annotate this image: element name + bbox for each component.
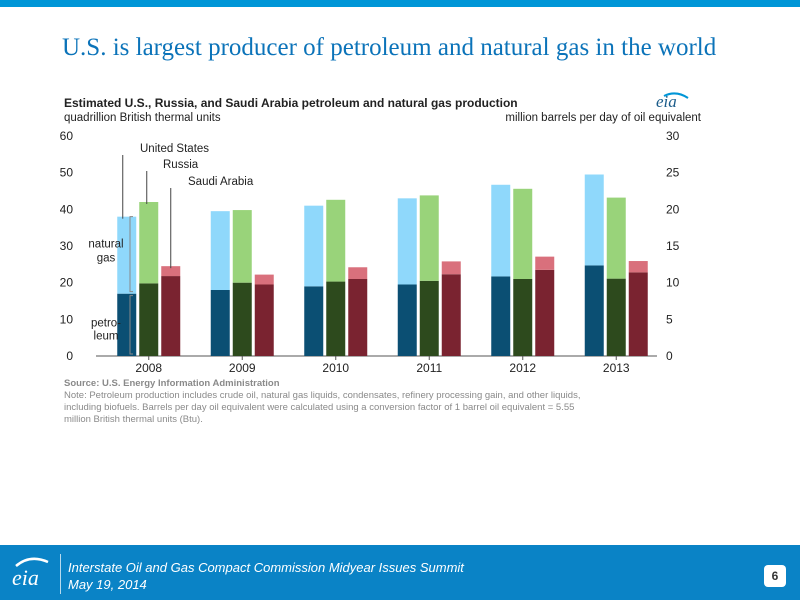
y-tick-right-5: 5: [666, 312, 673, 326]
left-axis-label: quadrillion British thermal units: [64, 112, 221, 124]
russia-petroleum-bar-2009: [232, 282, 252, 356]
series-label-us: United States: [140, 143, 209, 155]
us-natural-gas-bar-2011: [397, 198, 417, 285]
russia-natural-gas-bar-2010: [326, 199, 346, 282]
us-petroleum-bar-2008: [117, 293, 137, 356]
saudi-natural-gas-bar-2009: [254, 274, 274, 285]
source-line: Source: U.S. Energy Information Administ…: [64, 378, 280, 389]
russia-natural-gas-bar-2011: [419, 195, 439, 281]
saudi-petroleum-bar-2008: [161, 276, 181, 356]
natural-gas-bracket-label-2: gas: [97, 253, 116, 265]
russia-petroleum-bar-2013: [606, 278, 626, 356]
eia-logo-chart: eia: [656, 92, 677, 111]
y-tick-left-50: 50: [60, 166, 73, 180]
us-petroleum-bar-2010: [304, 286, 324, 356]
x-tick-label-2011: 2011: [416, 361, 442, 375]
russia-petroleum-bar-2011: [419, 280, 439, 356]
footer-bar: [0, 545, 800, 600]
x-tick-label-2010: 2010: [322, 361, 349, 375]
y-tick-right-30: 30: [666, 129, 680, 143]
footer-event-name: Interstate Oil and Gas Compact Commissio…: [68, 560, 464, 575]
y-tick-left-60: 60: [60, 129, 73, 143]
chart-svg: Estimated U.S., Russia, and Saudi Arabia…: [60, 92, 702, 425]
us-natural-gas-bar-2008: [117, 216, 137, 294]
top-accent-bar: [0, 0, 800, 7]
y-tick-right-25: 25: [666, 166, 680, 180]
y-tick-left-20: 20: [60, 276, 73, 290]
slide-title: U.S. is largest producer of petroleum an…: [62, 34, 717, 61]
saudi-petroleum-bar-2013: [628, 272, 648, 356]
us-natural-gas-bar-2010: [304, 205, 324, 287]
chart-title: Estimated U.S., Russia, and Saudi Arabia…: [64, 96, 518, 110]
russia-petroleum-bar-2012: [513, 279, 533, 356]
y-tick-left-30: 30: [60, 239, 73, 253]
russia-natural-gas-bar-2012: [513, 188, 533, 279]
y-tick-right-20: 20: [666, 202, 680, 216]
saudi-natural-gas-bar-2010: [348, 267, 368, 279]
note-line-3: million British thermal units (Btu).: [64, 414, 203, 425]
russia-petroleum-bar-2008: [139, 283, 159, 356]
footer-divider: [60, 554, 61, 594]
x-tick-label-2008: 2008: [135, 361, 162, 375]
us-natural-gas-bar-2012: [491, 184, 511, 277]
saudi-petroleum-bar-2010: [348, 279, 368, 356]
eia-logo-swoosh: [663, 92, 689, 99]
saudi-petroleum-bar-2011: [441, 274, 461, 356]
y-tick-left-0: 0: [66, 349, 73, 363]
series-label-saudi: Saudi Arabia: [188, 176, 254, 188]
footer-logo-text: eia: [12, 565, 39, 590]
note-line-1: Note: Petroleum production includes crud…: [64, 390, 580, 401]
russia-natural-gas-bar-2013: [606, 197, 626, 279]
saudi-petroleum-bar-2012: [535, 269, 555, 356]
us-petroleum-bar-2011: [397, 284, 417, 356]
page-number: 6: [764, 565, 786, 587]
russia-natural-gas-bar-2008: [139, 202, 159, 284]
natural-gas-bracket-label-1: natural: [88, 239, 123, 251]
x-tick-label-2009: 2009: [229, 361, 256, 375]
petroleum-bracket-label-1: petro-: [91, 318, 121, 330]
eia-logo-icon: eia: [12, 557, 49, 590]
saudi-natural-gas-bar-2008: [161, 266, 181, 277]
us-petroleum-bar-2009: [210, 290, 230, 356]
us-petroleum-bar-2013: [584, 265, 604, 356]
natural-gas-bracket: [129, 216, 133, 293]
x-tick-label-2012: 2012: [509, 361, 536, 375]
footer-date: May 19, 2014: [68, 577, 147, 592]
saudi-natural-gas-bar-2011: [441, 261, 461, 275]
us-natural-gas-bar-2009: [210, 211, 230, 290]
chart-container: Estimated U.S., Russia, and Saudi Arabia…: [60, 92, 720, 432]
russia-petroleum-bar-2010: [326, 281, 346, 356]
y-tick-right-15: 15: [666, 239, 680, 253]
note-line-2: including biofuels. Barrels per day oil …: [64, 402, 574, 413]
x-tick-label-2013: 2013: [603, 361, 630, 375]
petroleum-bracket: [129, 295, 133, 355]
y-tick-right-0: 0: [666, 349, 673, 363]
us-natural-gas-bar-2013: [584, 174, 604, 266]
y-tick-left-10: 10: [60, 312, 73, 326]
series-label-russia: Russia: [163, 159, 199, 171]
petroleum-bracket-label-2: leum: [94, 331, 119, 343]
us-petroleum-bar-2012: [491, 276, 511, 356]
russia-natural-gas-bar-2009: [232, 210, 252, 283]
saudi-natural-gas-bar-2013: [628, 261, 648, 273]
saudi-natural-gas-bar-2012: [535, 256, 555, 270]
y-tick-right-10: 10: [666, 276, 680, 290]
plot-area: 0 10 20 30 40 50 60 0 5 10 15 20 25 30 2008 2009 2010 201…: [60, 129, 680, 375]
saudi-petroleum-bar-2009: [254, 284, 274, 356]
y-tick-left-40: 40: [60, 202, 73, 216]
right-axis-label: million barrels per day of oil equivalen…: [505, 112, 701, 124]
